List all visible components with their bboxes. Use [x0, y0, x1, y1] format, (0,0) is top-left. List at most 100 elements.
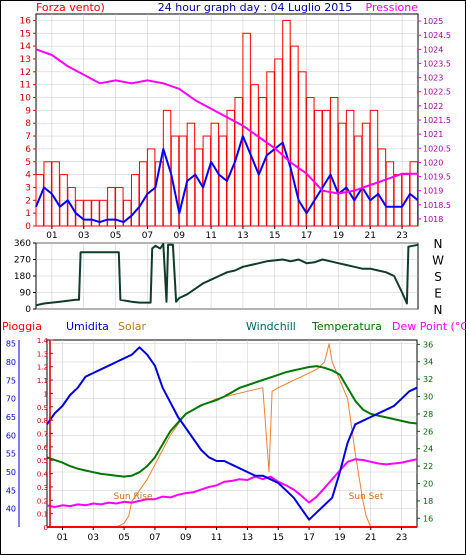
wind-tick-label: 7	[25, 132, 31, 142]
solar-line	[47, 343, 417, 528]
wind-direction-grid	[36, 242, 418, 310]
rain-tick-label: 0.8	[37, 417, 48, 425]
temperature-series	[46, 365, 418, 478]
hour-tick-label: 19	[333, 231, 345, 241]
wind-tick-label: 14	[20, 42, 32, 52]
hour-tick-label: 11	[205, 231, 216, 241]
solar-series	[47, 343, 417, 528]
temperature-humidity-frame	[46, 339, 418, 528]
hour-tick-label: 03	[88, 533, 99, 543]
wind-tick-label: 13	[20, 55, 31, 65]
wind-tick-label: 5	[25, 158, 31, 168]
rain-tick-label: 1.3	[37, 350, 48, 358]
hour-tick-label: 21	[365, 231, 376, 241]
rain-tick-label: 0.4	[37, 471, 49, 479]
rain-tick-label: 0.9	[37, 404, 48, 412]
dew-point-line	[46, 458, 418, 508]
wind-tick-label: 1	[25, 209, 31, 219]
pressure-tick-label: 1020.5	[423, 144, 451, 153]
wind-tick-label: 4	[25, 171, 31, 181]
compass-label: N	[434, 303, 443, 317]
pressure-tick-label: 1021.5	[423, 116, 451, 125]
pressure-axis-label: Pressione	[366, 1, 419, 14]
wind-gust-bar	[202, 135, 212, 227]
wind-tick-label: 8	[25, 119, 31, 129]
wind-gust-bar	[131, 174, 140, 227]
wind-tick-label: 6	[25, 145, 31, 155]
legend-humidity: Umidita	[66, 320, 109, 333]
wind-tick-label: 12	[20, 68, 31, 78]
hour-tick-label: 11	[211, 533, 222, 543]
pressure-series	[35, 48, 418, 195]
hour-tick-label: 09	[180, 533, 192, 543]
pressure-tick-label: 1022.5	[423, 88, 451, 97]
wind-gust-bar	[123, 199, 132, 227]
wind-tick-label: 11	[20, 81, 31, 91]
rain-tick-label: 1	[44, 390, 48, 398]
hour-tick-label: 05	[118, 533, 129, 543]
wind-direction-series	[35, 242, 419, 307]
direction-tick-label: 270	[14, 256, 31, 266]
pressure-tick-label: 1019	[423, 187, 443, 196]
pressure-tick-label: 1024.5	[423, 31, 451, 40]
wind-direction-line	[35, 242, 419, 307]
wind-gust-bar	[154, 161, 164, 227]
pressure-tick-label: 1018.5	[423, 201, 451, 210]
temperature-humidity-panel: 0 0.1 0.2 0.3 0.4 0.5 0.6 0.7 0.8 0.9 1 1.1 1.2 1.3 1.…	[6, 337, 433, 543]
legend-rain: Pioggia	[2, 320, 42, 333]
direction-tick-label: 0	[25, 305, 31, 315]
hour-tick-label: 01	[46, 231, 57, 241]
pressure-ticks: 1018 1018.5 1019 1019.5 1020 1020.5 1021 1021.5…	[418, 17, 451, 224]
hour-tick-label: 05	[110, 231, 121, 241]
wind-tick-label: 16	[20, 16, 32, 26]
pressure-tick-label: 1022	[423, 102, 443, 111]
temperature-humidity-grid	[47, 340, 417, 527]
humidity-tick-label: 50	[6, 468, 16, 477]
wind-tick-label: 15	[20, 29, 31, 39]
wind-tick-label: 2	[25, 196, 31, 206]
temperature-tick-label: 30	[423, 393, 433, 402]
compass-label: S	[434, 270, 442, 284]
rain-tick-label: 0.2	[37, 497, 48, 505]
hour-tick-label: 03	[78, 231, 89, 241]
hour-tick-label: 17	[301, 231, 312, 241]
temperature-tick-label: 26	[423, 427, 433, 436]
rain-tick-label: 1.1	[37, 377, 48, 385]
humidity-tick-label: 80	[6, 358, 16, 367]
legend-dew-point: Dew Point (°C)	[392, 320, 466, 333]
wind-gust-bar	[226, 109, 235, 227]
sunset-annotation: Sun Set	[349, 492, 384, 502]
rain-tick-label: 0.6	[37, 444, 49, 452]
wind-tick-label: 10	[20, 94, 32, 104]
hour-tick-label: 09	[174, 231, 186, 241]
compass-label: N	[434, 237, 443, 251]
humidity-tick-label: 75	[6, 376, 16, 385]
humidity-tick-label: 70	[6, 395, 16, 404]
hour-tick-label: 13	[237, 231, 248, 241]
legend-solar: Solar	[118, 320, 147, 333]
compass-label: W	[432, 254, 444, 268]
temperature-tick-label: 36	[423, 340, 433, 349]
temperature-tick-label: 18	[423, 497, 433, 506]
lower-legend: Pioggia Umidita Solar Windchill Temperat…	[2, 320, 466, 333]
wind-axis-label: Forza vento)	[36, 1, 105, 14]
hour-tick-label: 17	[303, 533, 314, 543]
wind-average-series	[35, 135, 419, 224]
pressure-tick-label: 1020	[423, 158, 443, 167]
direction-degree-ticks: 0 90 180 270 360	[14, 239, 36, 315]
hour-tick-label: 23	[396, 231, 407, 241]
wind-tick-label: 3	[25, 183, 31, 193]
temperature-tick-label: 16	[423, 514, 433, 523]
pressure-line	[35, 48, 418, 195]
wind-gust-bar	[242, 32, 251, 227]
rain-tick-label: 0.1	[37, 511, 48, 519]
compass-label: E	[434, 287, 442, 301]
legend-temperature: Temperatura	[311, 320, 382, 333]
pressure-tick-label: 1023.5	[423, 59, 451, 68]
humidity-line	[46, 346, 418, 521]
rain-tick-label: 1.2	[37, 364, 48, 372]
pressure-tick-label: 1018	[423, 215, 443, 224]
